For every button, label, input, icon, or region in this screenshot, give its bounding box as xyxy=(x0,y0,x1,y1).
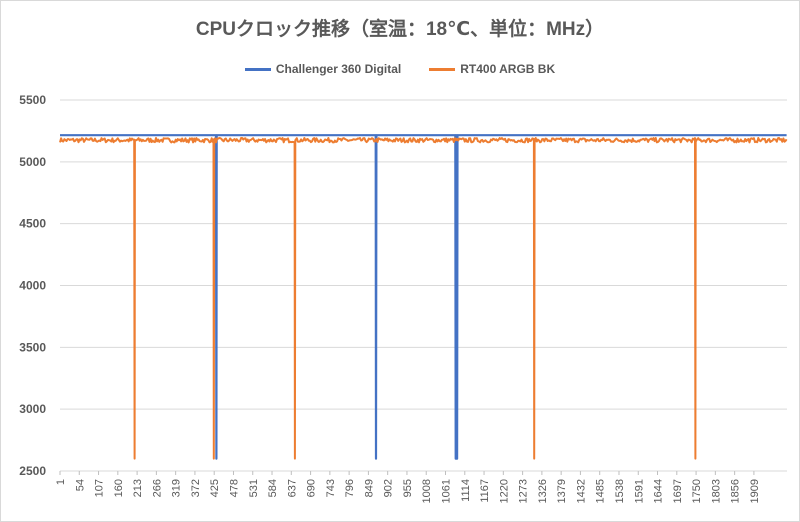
y-tick-label: 4500 xyxy=(19,217,46,231)
x-tick-label: 637 xyxy=(286,479,298,497)
x-tick-label: 266 xyxy=(151,479,163,497)
x-tick-label: 54 xyxy=(74,479,86,491)
x-tick-label: 107 xyxy=(94,479,106,497)
x-tick-label: 1114 xyxy=(460,479,472,502)
x-tick-label: 1326 xyxy=(537,479,549,503)
y-tick-label: 3000 xyxy=(19,402,46,416)
series-line-2 xyxy=(59,137,788,460)
x-tick-label: 1538 xyxy=(614,479,626,503)
x-tick-label: 1220 xyxy=(498,479,510,503)
x-tick-label: 425 xyxy=(209,479,221,497)
legend-label-series-1: Challenger 360 Digital xyxy=(275,62,402,76)
x-tick-label: 1750 xyxy=(691,479,703,503)
x-tick-label: 1856 xyxy=(730,479,742,503)
x-tick-label: 1644 xyxy=(653,479,665,503)
x-tick-label: 319 xyxy=(171,479,183,497)
x-tick-label: 1485 xyxy=(595,479,607,503)
x-tick-label: 372 xyxy=(190,479,202,497)
x-tick-label: 796 xyxy=(344,479,356,497)
x-tick-label: 478 xyxy=(228,479,240,497)
x-tick-label: 743 xyxy=(325,479,337,497)
series-line-1 xyxy=(59,134,787,460)
x-tick-label: 1008 xyxy=(421,479,433,503)
x-tick-label: 902 xyxy=(383,479,395,497)
chart-title: CPUクロック推移（室温：18℃、単位：MHz） xyxy=(195,19,605,40)
x-tick-label: 1 xyxy=(55,479,67,485)
x-tick-label: 849 xyxy=(363,479,375,497)
x-tick-label: 213 xyxy=(132,479,144,497)
chart-legend: Challenger 360 Digital RT400 ARGB BK xyxy=(0,62,800,76)
x-tick-label: 1803 xyxy=(710,479,722,503)
legend-item-series-1: Challenger 360 Digital xyxy=(244,62,402,76)
x-tick-label: 1591 xyxy=(633,479,645,503)
x-tick-label: 1432 xyxy=(575,479,587,503)
x-tick-label: 1909 xyxy=(749,479,761,503)
x-tick-label: 690 xyxy=(306,479,318,497)
legend-swatch-series-1 xyxy=(244,67,271,71)
x-tick-label: 1273 xyxy=(518,479,530,503)
legend-swatch-series-2 xyxy=(429,67,456,71)
y-tick-label: 5000 xyxy=(19,155,46,169)
x-tick-label: 1061 xyxy=(441,479,453,503)
x-tick-label: 1167 xyxy=(479,479,491,503)
x-tick-label: 160 xyxy=(113,479,125,497)
legend-item-series-2: RT400 ARGB BK xyxy=(429,62,555,76)
x-tick-label: 584 xyxy=(267,479,279,497)
y-tick-label: 4000 xyxy=(19,279,46,293)
x-tick-label: 1697 xyxy=(672,479,684,503)
y-tick-label: 2500 xyxy=(19,464,46,478)
x-tick-label: 1379 xyxy=(556,479,568,503)
y-tick-label: 3500 xyxy=(19,340,46,354)
x-tick-label: 531 xyxy=(248,479,260,497)
y-tick-label: 5500 xyxy=(19,93,46,107)
legend-label-series-2: RT400 ARGB BK xyxy=(460,62,556,76)
x-tick-label: 955 xyxy=(402,479,414,497)
